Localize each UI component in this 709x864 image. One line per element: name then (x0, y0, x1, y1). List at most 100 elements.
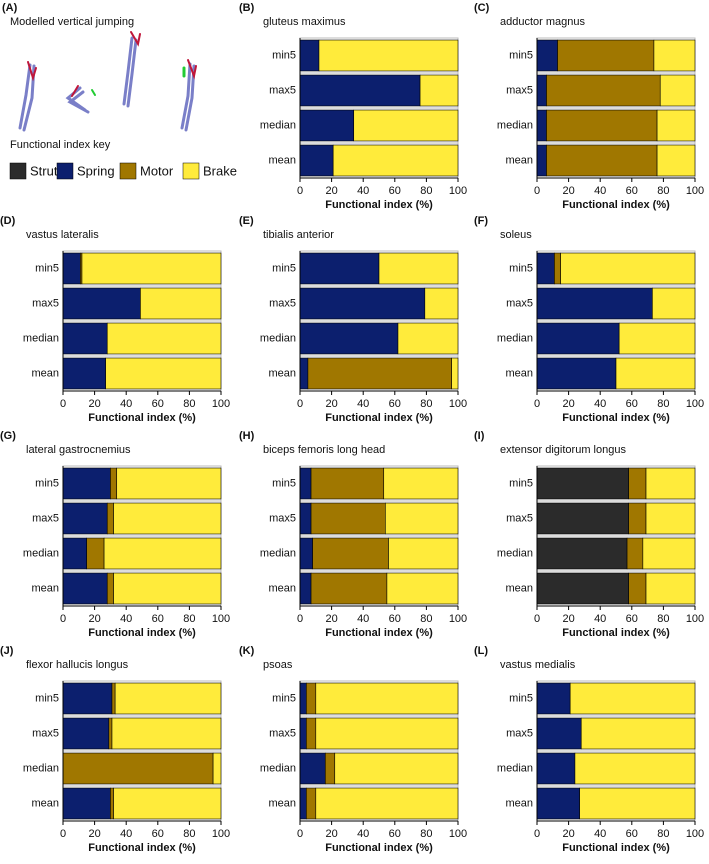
x-axis-label: Functional index (%) (88, 412, 196, 424)
bar-segment (114, 682, 222, 715)
bar-segment (536, 252, 555, 285)
x-axis-label: Functional index (%) (325, 412, 433, 424)
x-axis-label: Functional index (%) (325, 199, 433, 211)
x-tick-label: 20 (325, 613, 337, 625)
bar-segment (62, 502, 108, 535)
y-tick-label: max5 (506, 297, 533, 309)
y-tick-label: min5 (509, 477, 533, 489)
y-tick-label: max5 (506, 512, 533, 524)
y-tick-label: median (23, 762, 59, 774)
bar-segment (554, 252, 562, 285)
bar-segment (642, 537, 696, 570)
bar-segment (299, 752, 326, 785)
bar-segment (116, 467, 222, 500)
x-tick-label: 60 (389, 185, 401, 197)
y-tick-label: median (497, 762, 533, 774)
bar-segment (334, 752, 459, 785)
bar-segment (299, 39, 320, 72)
panel-label: (H) (239, 430, 255, 442)
bar-segment (81, 252, 222, 285)
legend-label: Brake (203, 163, 237, 178)
x-axis-label: Functional index (%) (562, 412, 670, 424)
bar-segment (113, 572, 222, 605)
panel-label: (B) (239, 2, 255, 14)
x-tick-label: 40 (357, 613, 369, 625)
legend-label: Spring (77, 163, 115, 178)
bar-segment (299, 537, 313, 570)
x-tick-label: 80 (657, 185, 669, 197)
bar-segment (299, 467, 312, 500)
y-tick-label: median (497, 332, 533, 344)
bar-segment (106, 502, 114, 535)
bar-segment (111, 717, 222, 750)
bar-segment (299, 682, 307, 715)
x-tick-label: 0 (534, 185, 540, 197)
bar-segment (212, 752, 222, 785)
x-tick-label: 20 (325, 398, 337, 410)
bar-segment (557, 39, 655, 72)
y-tick-label: max5 (269, 512, 296, 524)
bar-segment (536, 39, 558, 72)
x-axis-label: Functional index (%) (562, 199, 670, 211)
panel-label: (K) (239, 645, 255, 657)
x-tick-label: 80 (183, 828, 195, 840)
y-tick-label: mean (31, 582, 59, 594)
chart-title: biceps femoris long head (263, 444, 385, 456)
bar-segment (536, 717, 582, 750)
x-tick-label: 100 (212, 613, 230, 625)
y-tick-label: mean (268, 367, 296, 379)
x-tick-label: 40 (594, 398, 606, 410)
bar-segment (546, 144, 658, 177)
legend-swatch (56, 162, 74, 180)
x-tick-label: 100 (449, 828, 467, 840)
legend-label: Motor (140, 163, 174, 178)
bar-segment (103, 537, 222, 570)
bar-segment (62, 252, 81, 285)
bar-segment (653, 39, 696, 72)
x-tick-label: 60 (389, 613, 401, 625)
bar-segment (299, 287, 426, 320)
bar-segment (108, 717, 113, 750)
y-tick-label: max5 (269, 727, 296, 739)
panel-label: (I) (474, 430, 485, 442)
bar-segment (62, 682, 113, 715)
x-tick-label: 80 (420, 185, 432, 197)
bar-segment (332, 144, 459, 177)
bar-segment (579, 787, 696, 820)
chart-title: vastus lateralis (26, 229, 99, 241)
chart-title: adductor magnus (500, 16, 585, 28)
y-tick-label: max5 (32, 512, 59, 524)
y-tick-label: mean (31, 797, 59, 809)
bar-segment (86, 537, 105, 570)
bar-segment (299, 717, 307, 750)
y-tick-label: median (260, 547, 296, 559)
x-tick-label: 40 (594, 613, 606, 625)
legend-title: Functional index key (10, 139, 111, 151)
bar-segment (385, 502, 459, 535)
x-tick-label: 100 (212, 828, 230, 840)
bar-segment (62, 287, 141, 320)
y-tick-label: median (497, 119, 533, 131)
x-tick-label: 20 (562, 398, 574, 410)
bar-segment (560, 252, 696, 285)
bar-segment (106, 572, 114, 605)
x-tick-label: 0 (534, 398, 540, 410)
x-tick-label: 100 (686, 398, 704, 410)
bar-segment (536, 467, 629, 500)
y-tick-label: max5 (269, 84, 296, 96)
jump-illustration (18, 31, 197, 132)
x-tick-label: 20 (325, 828, 337, 840)
x-axis-label: Functional index (%) (88, 627, 196, 639)
bar-segment (569, 682, 696, 715)
bar-segment (62, 717, 110, 750)
bar-segment (299, 357, 309, 390)
x-axis-label: Functional index (%) (562, 627, 670, 639)
bar-segment (645, 572, 696, 605)
bar-segment (626, 537, 644, 570)
y-tick-label: median (260, 332, 296, 344)
panel-label: (D) (0, 215, 16, 227)
chart-title: soleus (500, 229, 532, 241)
chart-title: tibialis anterior (263, 229, 334, 241)
x-tick-label: 80 (420, 828, 432, 840)
bar-segment (318, 39, 459, 72)
